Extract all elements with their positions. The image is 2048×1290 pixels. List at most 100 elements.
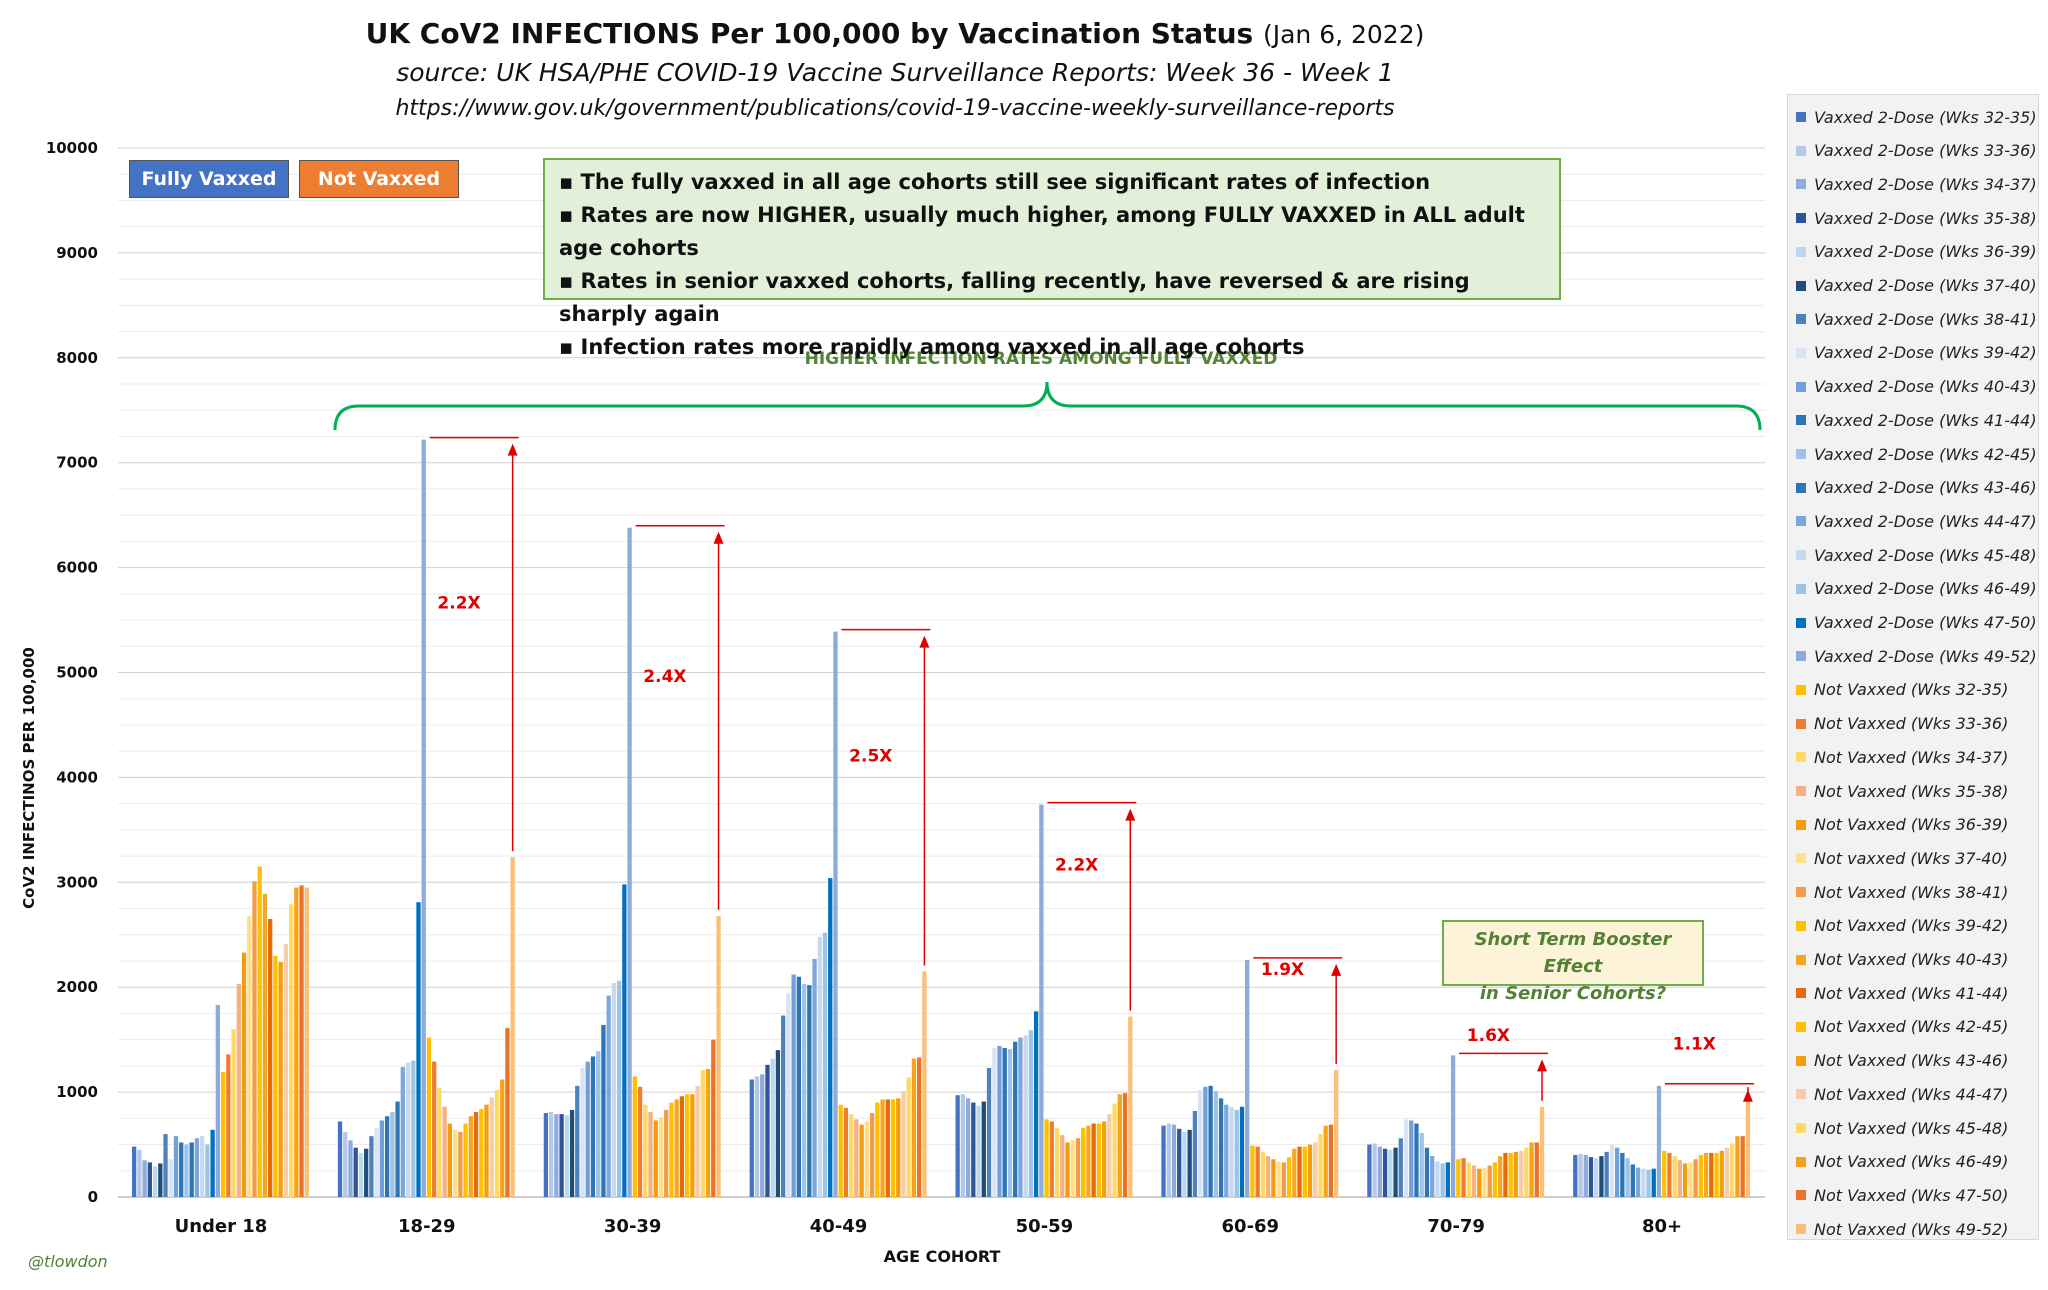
bar — [1614, 1147, 1620, 1197]
bar — [554, 1114, 559, 1197]
legend-item: Not Vaxxed (Wks 40-43) — [1796, 948, 2008, 972]
ratio-label: 2.2X — [1055, 856, 1098, 876]
bar — [1239, 1106, 1245, 1197]
bar — [955, 1095, 960, 1197]
bar — [194, 1138, 200, 1197]
bar — [1594, 1158, 1599, 1197]
y-tick-label: 6000 — [56, 559, 98, 577]
bar — [986, 1067, 992, 1197]
bar — [1398, 1138, 1403, 1197]
bar — [1456, 1159, 1461, 1197]
legend-swatch — [1796, 179, 1806, 190]
bar — [1588, 1157, 1594, 1197]
bar — [896, 1098, 901, 1197]
bar — [1487, 1165, 1492, 1197]
legend-swatch — [1796, 415, 1806, 426]
bar — [142, 1160, 147, 1197]
legend-item: Vaxxed 2-Dose (Wks 43-46) — [1796, 476, 2037, 500]
bar — [1672, 1156, 1677, 1197]
ratio-label: 1.6X — [1467, 1026, 1510, 1046]
y-tick-label: 7000 — [56, 454, 98, 472]
bar — [616, 980, 622, 1197]
legend-label: Vaxxed 2-Dose (Wks 34-37) — [1814, 174, 2037, 194]
bar — [1604, 1151, 1609, 1197]
chart-title-date: (Jan 6, 2022) — [1262, 20, 1425, 49]
ratio-label: 2.4X — [643, 667, 686, 687]
bar — [648, 1112, 653, 1197]
legend-item: Vaxxed 2-Dose (Wks 36-39) — [1796, 240, 2037, 264]
bar — [1313, 1142, 1318, 1197]
bar — [1688, 1162, 1693, 1197]
legend-swatch — [1796, 314, 1806, 325]
bar — [200, 1136, 205, 1197]
bar — [1182, 1131, 1187, 1197]
bar — [1430, 1156, 1435, 1197]
legend-label: Vaxxed 2-Dose (Wks 41-44) — [1814, 410, 2037, 430]
bar — [1086, 1125, 1091, 1197]
legend-label: Not Vaxxed (Wks 38-41) — [1814, 882, 2009, 902]
legend-swatch — [1796, 550, 1806, 561]
bar — [749, 1079, 754, 1197]
bar — [601, 1024, 606, 1197]
bar — [611, 983, 617, 1197]
bar — [775, 1050, 781, 1197]
bar — [215, 1005, 220, 1197]
bar — [1328, 1124, 1334, 1197]
bar — [1318, 1134, 1323, 1197]
bar — [885, 1099, 890, 1197]
bar — [241, 952, 247, 1197]
legend-label: Not Vaxxed (Wks 32-35) — [1814, 680, 2009, 700]
y-tick-label: 9000 — [56, 244, 98, 262]
bar — [132, 1146, 137, 1197]
bar — [278, 962, 283, 1197]
bar — [1635, 1167, 1641, 1197]
bar — [1060, 1135, 1065, 1197]
bar — [494, 1090, 500, 1197]
legend-item: Not vaxxed (Wks 37-40) — [1796, 846, 2008, 870]
bar — [1334, 1070, 1339, 1197]
legend-label: Vaxxed 2-Dose (Wks 49-52) — [1814, 646, 2037, 666]
bar — [374, 1127, 379, 1197]
bar — [1117, 1094, 1122, 1197]
legend-item: Not Vaxxed (Wks 33-36) — [1796, 712, 2008, 736]
bar — [1609, 1144, 1615, 1197]
legend-label: Not Vaxxed (Wks 35-38) — [1814, 781, 2009, 801]
legend-swatch — [1796, 1021, 1806, 1032]
bar — [1573, 1155, 1578, 1197]
legend: Vaxxed 2-Dose (Wks 32-35) Vaxxed 2-Dose (… — [1787, 94, 2039, 1240]
bar — [679, 1096, 685, 1197]
bar — [849, 1114, 854, 1197]
legend-swatch — [1796, 887, 1806, 898]
bar — [1218, 1098, 1224, 1197]
bar — [1482, 1167, 1487, 1197]
bar — [353, 1147, 358, 1197]
x-axis-categories: Under 18 18-29 30-39 40-49 50-59 60-69 70-79 80… — [175, 1216, 1683, 1237]
bar — [147, 1162, 152, 1197]
bar — [416, 902, 421, 1197]
bar — [1709, 1152, 1714, 1197]
bar — [294, 887, 299, 1197]
bar — [1730, 1143, 1735, 1197]
bar — [163, 1134, 168, 1197]
bar — [1266, 1156, 1271, 1197]
legend-label: Vaxxed 2-Dose (Wks 33-36) — [1814, 141, 2037, 161]
legend-swatch — [1796, 112, 1806, 122]
bar — [1070, 1140, 1075, 1197]
bar — [1177, 1128, 1182, 1197]
legend-label: Vaxxed 2-Dose (Wks 42-45) — [1814, 444, 2037, 464]
legend-swatch — [1796, 853, 1806, 864]
bar — [716, 915, 721, 1197]
bar — [463, 1123, 468, 1197]
bar — [1492, 1162, 1498, 1197]
bar — [257, 866, 262, 1197]
bar — [1018, 1037, 1023, 1197]
chart-title-block: UK CoV2 INFECTIONS Per 100,000 by Vaccin… — [0, 14, 1790, 127]
legend-swatch — [1796, 651, 1806, 662]
bar — [489, 1097, 494, 1197]
bar — [152, 1166, 158, 1197]
booster-note-line: in Senior Cohorts? — [1479, 983, 1667, 1004]
legend-item: Not Vaxxed (Wks 36-39) — [1796, 813, 2008, 837]
bar — [458, 1131, 463, 1197]
bar — [500, 1079, 505, 1197]
legend-item: Vaxxed 2-Dose (Wks 32-35) — [1796, 105, 2037, 129]
